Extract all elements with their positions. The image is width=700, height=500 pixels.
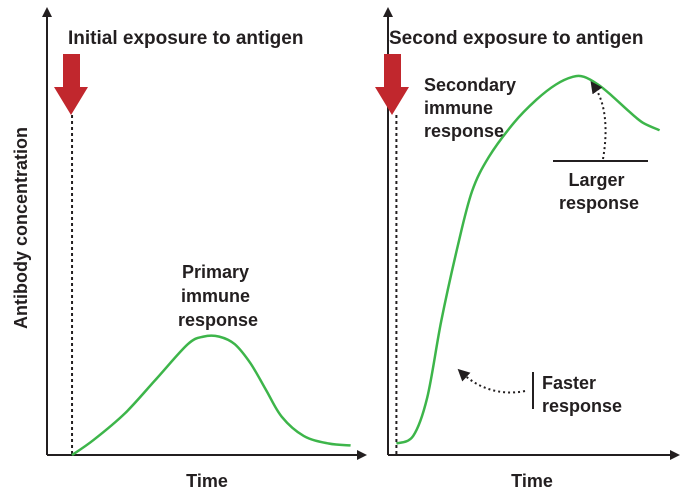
faster-response-arrow — [457, 368, 526, 394]
panel2-x-axis-title: Time — [511, 471, 553, 491]
faster-response-line1: Faster — [542, 373, 596, 393]
panel2-annotation-line2: immune — [424, 98, 493, 118]
panel1-x-axis-title: Time — [186, 471, 228, 491]
larger-response-line2: response — [559, 193, 639, 213]
panel2-title: Second exposure to antigen — [389, 28, 643, 49]
panel1-annotation-line3: response — [178, 310, 258, 330]
larger-response-label: Larger response — [559, 170, 639, 213]
panel2-annotation: Secondary immune response — [424, 75, 521, 141]
panel1-annotation-line2: immune — [181, 286, 250, 306]
larger-response-arrow — [590, 81, 607, 160]
faster-response-label: Faster response — [542, 373, 622, 416]
panel1-primary-response-curve — [71, 334, 351, 457]
faster-response-line2: response — [542, 396, 622, 416]
panel2-exposure-arrow — [375, 54, 409, 115]
panel1-title: Initial exposure to antigen — [68, 28, 303, 49]
panel1-annotation-line1: Primary — [182, 262, 249, 282]
panel2-annotation-line3: response — [424, 121, 504, 141]
panel1-exposure-arrow — [54, 54, 88, 115]
panel1-annotation: Primary immune response — [178, 262, 258, 330]
larger-response-line1: Larger — [568, 170, 624, 190]
panel2-secondary-response-curve — [395, 74, 661, 445]
panel2-annotation-line1: Secondary — [424, 75, 516, 95]
y-axis-title: Antibody concentration — [11, 127, 31, 329]
